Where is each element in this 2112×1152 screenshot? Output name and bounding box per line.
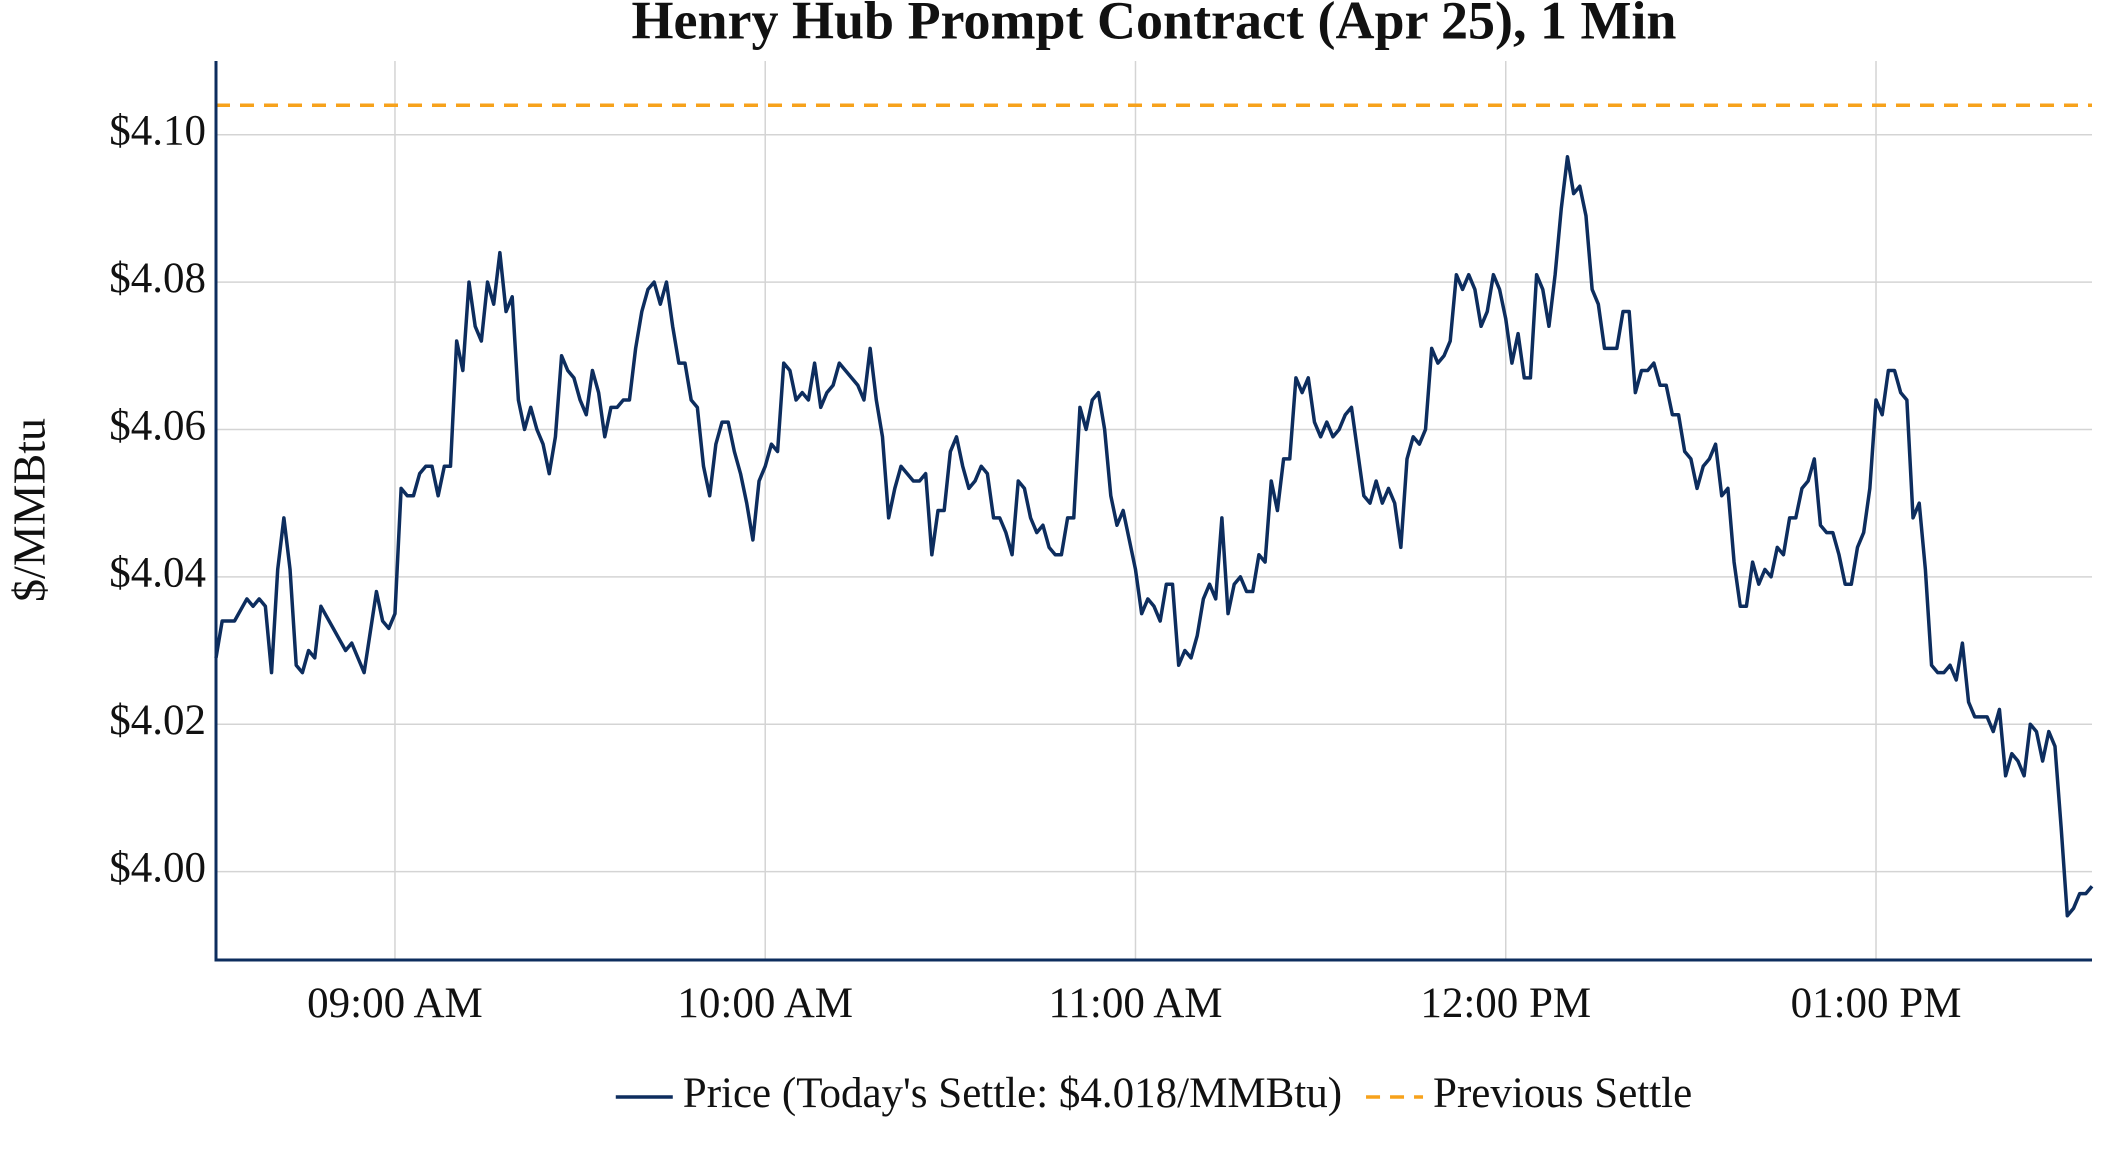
price-line	[214, 155, 2094, 918]
y-tick-label: $4.04	[109, 550, 206, 597]
x-tick-label: 01:00 PM	[1791, 980, 1962, 1027]
legend: Price (Today's Settle: $4.018/MMBtu) Prev…	[615, 1070, 1692, 1117]
x-tick-label: 12:00 PM	[1420, 980, 1591, 1027]
y-tick-label: $4.06	[109, 402, 206, 449]
x-tick-label: 09:00 AM	[307, 980, 483, 1027]
y-axis-label: $/MMBtu	[4, 418, 55, 602]
y-tick-label: $4.00	[109, 844, 206, 891]
legend-label: Previous Settle	[1433, 1070, 1692, 1117]
y-tick-label: $4.02	[109, 697, 206, 744]
x-tick-label: 11:00 AM	[1048, 980, 1222, 1027]
chart-title: Henry Hub Prompt Contract (Apr 25), 1 Mi…	[632, 0, 1677, 50]
legend-label: Price (Today's Settle: $4.018/MMBtu)	[683, 1070, 1342, 1117]
y-tick-label: $4.08	[109, 255, 206, 302]
x-tick-label: 10:00 AM	[677, 980, 853, 1027]
y-tick-label: $4.10	[109, 108, 206, 155]
